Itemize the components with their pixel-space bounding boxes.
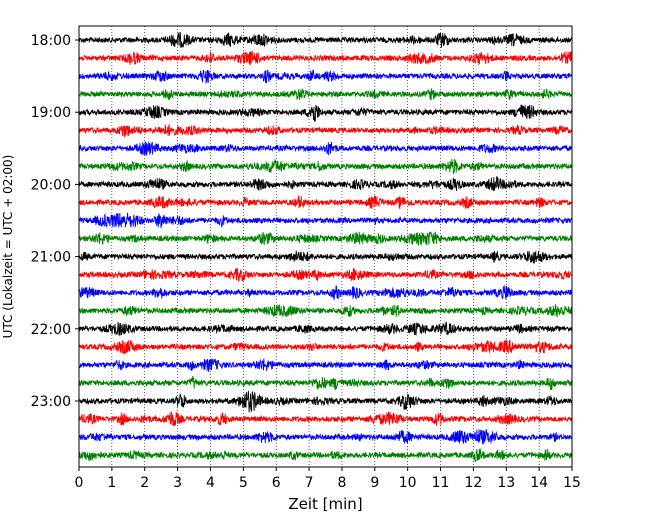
x-tick-label: 9 <box>370 475 379 491</box>
x-tick-label: 3 <box>173 475 182 491</box>
trace-row-2030 <box>78 212 573 229</box>
trace-row-1930 <box>78 141 573 156</box>
x-tick-label: 10 <box>399 475 417 491</box>
y-axis-label: UTC (Lokalzeit = UTC + 02:00) <box>1 155 15 339</box>
trace-row-1900 <box>78 104 573 122</box>
trace-row-1945 <box>78 158 573 175</box>
trace-row-2130 <box>78 285 573 301</box>
trace-row-2015 <box>78 194 573 210</box>
x-tick-label: 7 <box>305 475 314 491</box>
x-tick-label: 1 <box>107 475 116 491</box>
x-axis: 0 1 2 3 4 5 6 7 8 9 10 11 12 13 14 15 <box>75 467 581 491</box>
y-tick-label: 21:00 <box>31 250 71 266</box>
trace-row-1915 <box>78 124 573 138</box>
trace-row-2145 <box>78 303 573 318</box>
x-tick-label: 6 <box>272 475 281 491</box>
seismic-traces <box>78 31 573 463</box>
x-axis-label: Zeit [min] <box>288 495 362 513</box>
trace-row-2000 <box>78 176 573 192</box>
y-tick-label: 18:00 <box>31 33 71 49</box>
y-axis: 18:00 19:00 20:00 21:00 22:00 23:00 <box>31 33 79 410</box>
y-tick-label: 23:00 <box>31 394 71 410</box>
y-tick-label: 19:00 <box>31 105 71 121</box>
trace-row-1800 <box>78 31 573 48</box>
trace-row-2215 <box>78 338 573 355</box>
trace-row-1815 <box>78 51 573 66</box>
x-tick-label: 11 <box>432 475 450 491</box>
trace-row-2330 <box>78 429 573 445</box>
x-tick-label: 5 <box>239 475 248 491</box>
y-tick-label: 20:00 <box>31 177 71 193</box>
trace-row-2200 <box>78 321 573 336</box>
x-tick-label: 0 <box>75 475 84 491</box>
trace-row-2315 <box>78 411 573 427</box>
y-tick-label: 22:00 <box>31 322 71 338</box>
x-tick-label: 15 <box>563 475 581 491</box>
trace-row-2115 <box>78 267 573 282</box>
trace-row-2345 <box>78 448 573 463</box>
trace-row-2245 <box>78 376 573 391</box>
x-tick-label: 8 <box>337 475 346 491</box>
trace-row-2230 <box>78 358 573 372</box>
trace-row-2045 <box>78 231 573 246</box>
x-tick-label: 14 <box>530 475 548 491</box>
x-tick-label: 13 <box>497 475 515 491</box>
x-tick-label: 4 <box>206 475 215 491</box>
trace-row-2300 <box>78 390 573 413</box>
plot-frame <box>78 25 573 468</box>
trace-row-1830 <box>78 69 573 85</box>
x-tick-label: 12 <box>464 475 482 491</box>
trace-row-2100 <box>78 250 573 264</box>
x-tick-label: 2 <box>140 475 149 491</box>
trace-row-1845 <box>78 88 573 101</box>
